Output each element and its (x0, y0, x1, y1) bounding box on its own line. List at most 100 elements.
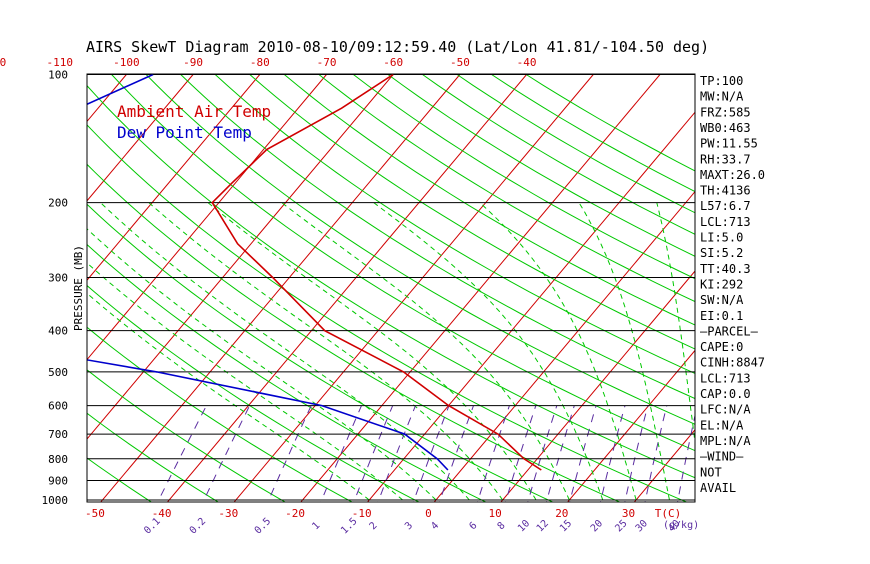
mixing-ratio-tick-label: 8 (496, 520, 508, 532)
mixing-ratio-line (475, 406, 509, 509)
dry-adiabat-line (8, 75, 636, 510)
pressure-tick-label: 200 (48, 197, 68, 210)
index-entry: SW:N/A (700, 293, 744, 307)
moist-adiabat-line (579, 203, 670, 500)
moist-adiabat-line (208, 203, 536, 500)
mixing-ratio-line (599, 406, 625, 509)
index-entry: TP:100 (700, 74, 743, 88)
index-entry: RH:33.7 (700, 152, 751, 166)
mixing-ratio-tick-label: 0.5 (253, 516, 274, 537)
index-entry: AVAIL (700, 481, 736, 495)
index-entry: PW:11.55 (700, 137, 758, 151)
bottom-temp-tick-label: -20 (285, 507, 305, 520)
mixing-ratio-tick-label: 30 (634, 518, 650, 534)
mixing-ratio-line (411, 406, 449, 509)
pressure-axis-label: PRESSURE (MB) (72, 245, 85, 331)
index-entry: WB0:463 (700, 121, 751, 135)
mixing-ratio-unit-label: (g/kg) (663, 520, 699, 531)
index-entry: —PARCEL— (700, 324, 759, 338)
ambient-temp-line (212, 75, 541, 471)
mixing-ratio-tick-label: 6 (468, 520, 480, 532)
top-temp-tick-label: -60 (383, 56, 403, 69)
pressure-tick-label: 500 (48, 366, 68, 379)
top-temp-tick-label: -50 (450, 56, 470, 69)
mixing-ratio-line (503, 406, 535, 509)
mixing-ratio-line (351, 406, 393, 509)
dry-adiabat-line (353, 75, 870, 510)
mixing-ratio-tick-label: 15 (558, 518, 574, 534)
index-entry: EL:N/A (700, 418, 744, 432)
top-temp-tick-label: -100 (113, 56, 140, 69)
dry-adiabat-line (457, 75, 870, 510)
pressure-tick-label: 400 (48, 325, 68, 338)
index-entry: L57:6.7 (700, 199, 751, 213)
mixing-ratio-tick-label: 0.2 (188, 516, 209, 537)
bottom-temp-tick-label: -50 (85, 507, 105, 520)
moist-adiabat-line (657, 203, 703, 500)
index-entry: TH:4136 (700, 184, 751, 198)
index-entry: LCL:713 (700, 215, 751, 229)
isotherm-line (0, 75, 60, 510)
mixing-ratio-line (545, 406, 575, 509)
dry-adiabat-line (388, 75, 870, 510)
dry-adiabat-line (423, 75, 870, 510)
index-entry: NOT (700, 465, 722, 479)
index-entry: CAPE:0 (700, 340, 743, 354)
mixing-ratio-tick-label: 4 (429, 520, 441, 532)
index-entry: FRZ:585 (700, 105, 751, 119)
top-temp-tick-label: -90 (183, 56, 203, 69)
chart-title: AIRS SkewT Diagram 2010-08-10/09:12:59.4… (86, 38, 709, 56)
index-entry: —WIND— (700, 450, 744, 464)
top-temp-tick-label: -120 (0, 56, 6, 69)
pressure-tick-label: 700 (48, 428, 68, 441)
index-entry: MPL:N/A (700, 434, 751, 448)
bottom-temp-tick-label: -30 (218, 507, 238, 520)
isotherm-line (495, 75, 860, 510)
index-entry: CINH:8847 (700, 356, 765, 370)
mixing-ratio-tick-label: 25 (613, 518, 629, 534)
mixing-ratio-line (154, 406, 206, 509)
isotherm-line (762, 75, 870, 510)
mixing-ratio-line (568, 406, 596, 509)
index-entry: TT:40.3 (700, 262, 751, 276)
dry-adiabat-line (492, 75, 870, 510)
pressure-tick-label: 600 (48, 400, 68, 413)
top-temp-tick-label: -70 (317, 56, 337, 69)
mixing-ratio-tick-label: 20 (589, 518, 605, 534)
moist-adiabat-line (149, 203, 503, 500)
bottom-temp-tick-label: 0 (425, 507, 432, 520)
mixing-ratio-tick-label: 12 (535, 518, 551, 534)
pressure-tick-label: 100 (48, 69, 68, 82)
index-entry: KI:292 (700, 277, 743, 291)
pressure-tick-label: 900 (48, 475, 68, 488)
pressure-tick-label: 300 (48, 272, 68, 285)
isotherm-line (295, 75, 660, 510)
top-temp-tick-label: -110 (46, 56, 73, 69)
index-entry: EI:0.1 (700, 309, 743, 323)
mixing-ratio-tick-label: 2 (368, 520, 380, 532)
index-entry: SI:5.2 (700, 246, 743, 260)
top-temp-tick-label: -80 (250, 56, 270, 69)
mixing-ratio-line (200, 406, 250, 509)
bottom-temp-tick-label: 30 (622, 507, 635, 520)
index-entry: CAP:0.0 (700, 387, 751, 401)
index-entry: MW:N/A (700, 90, 744, 104)
top-temp-tick-label: -40 (517, 56, 537, 69)
mixing-ratio-tick-label: 1 (310, 520, 322, 532)
mixing-ratio-line (318, 406, 361, 509)
bottom-temp-tick-label: 10 (489, 507, 502, 520)
index-entry: LI:5.0 (700, 231, 743, 245)
index-entry: LFC:N/A (700, 403, 751, 417)
bottom-temp-tick-label: -10 (352, 507, 372, 520)
mixing-ratio-tick-label: 3 (403, 520, 415, 532)
pressure-tick-label: 800 (48, 453, 68, 466)
isotherm-line (0, 75, 126, 510)
moist-adiabat-line (480, 203, 636, 500)
mixing-ratio-tick-label: 10 (516, 518, 532, 534)
moist-adiabat-line (282, 203, 570, 500)
index-entry: MAXT:26.0 (700, 168, 765, 182)
legend-ambient-air-temp: Ambient Air Temp (117, 102, 271, 121)
overlays: -120-110-100-90-80-70-60-50-401002003004… (0, 56, 765, 537)
